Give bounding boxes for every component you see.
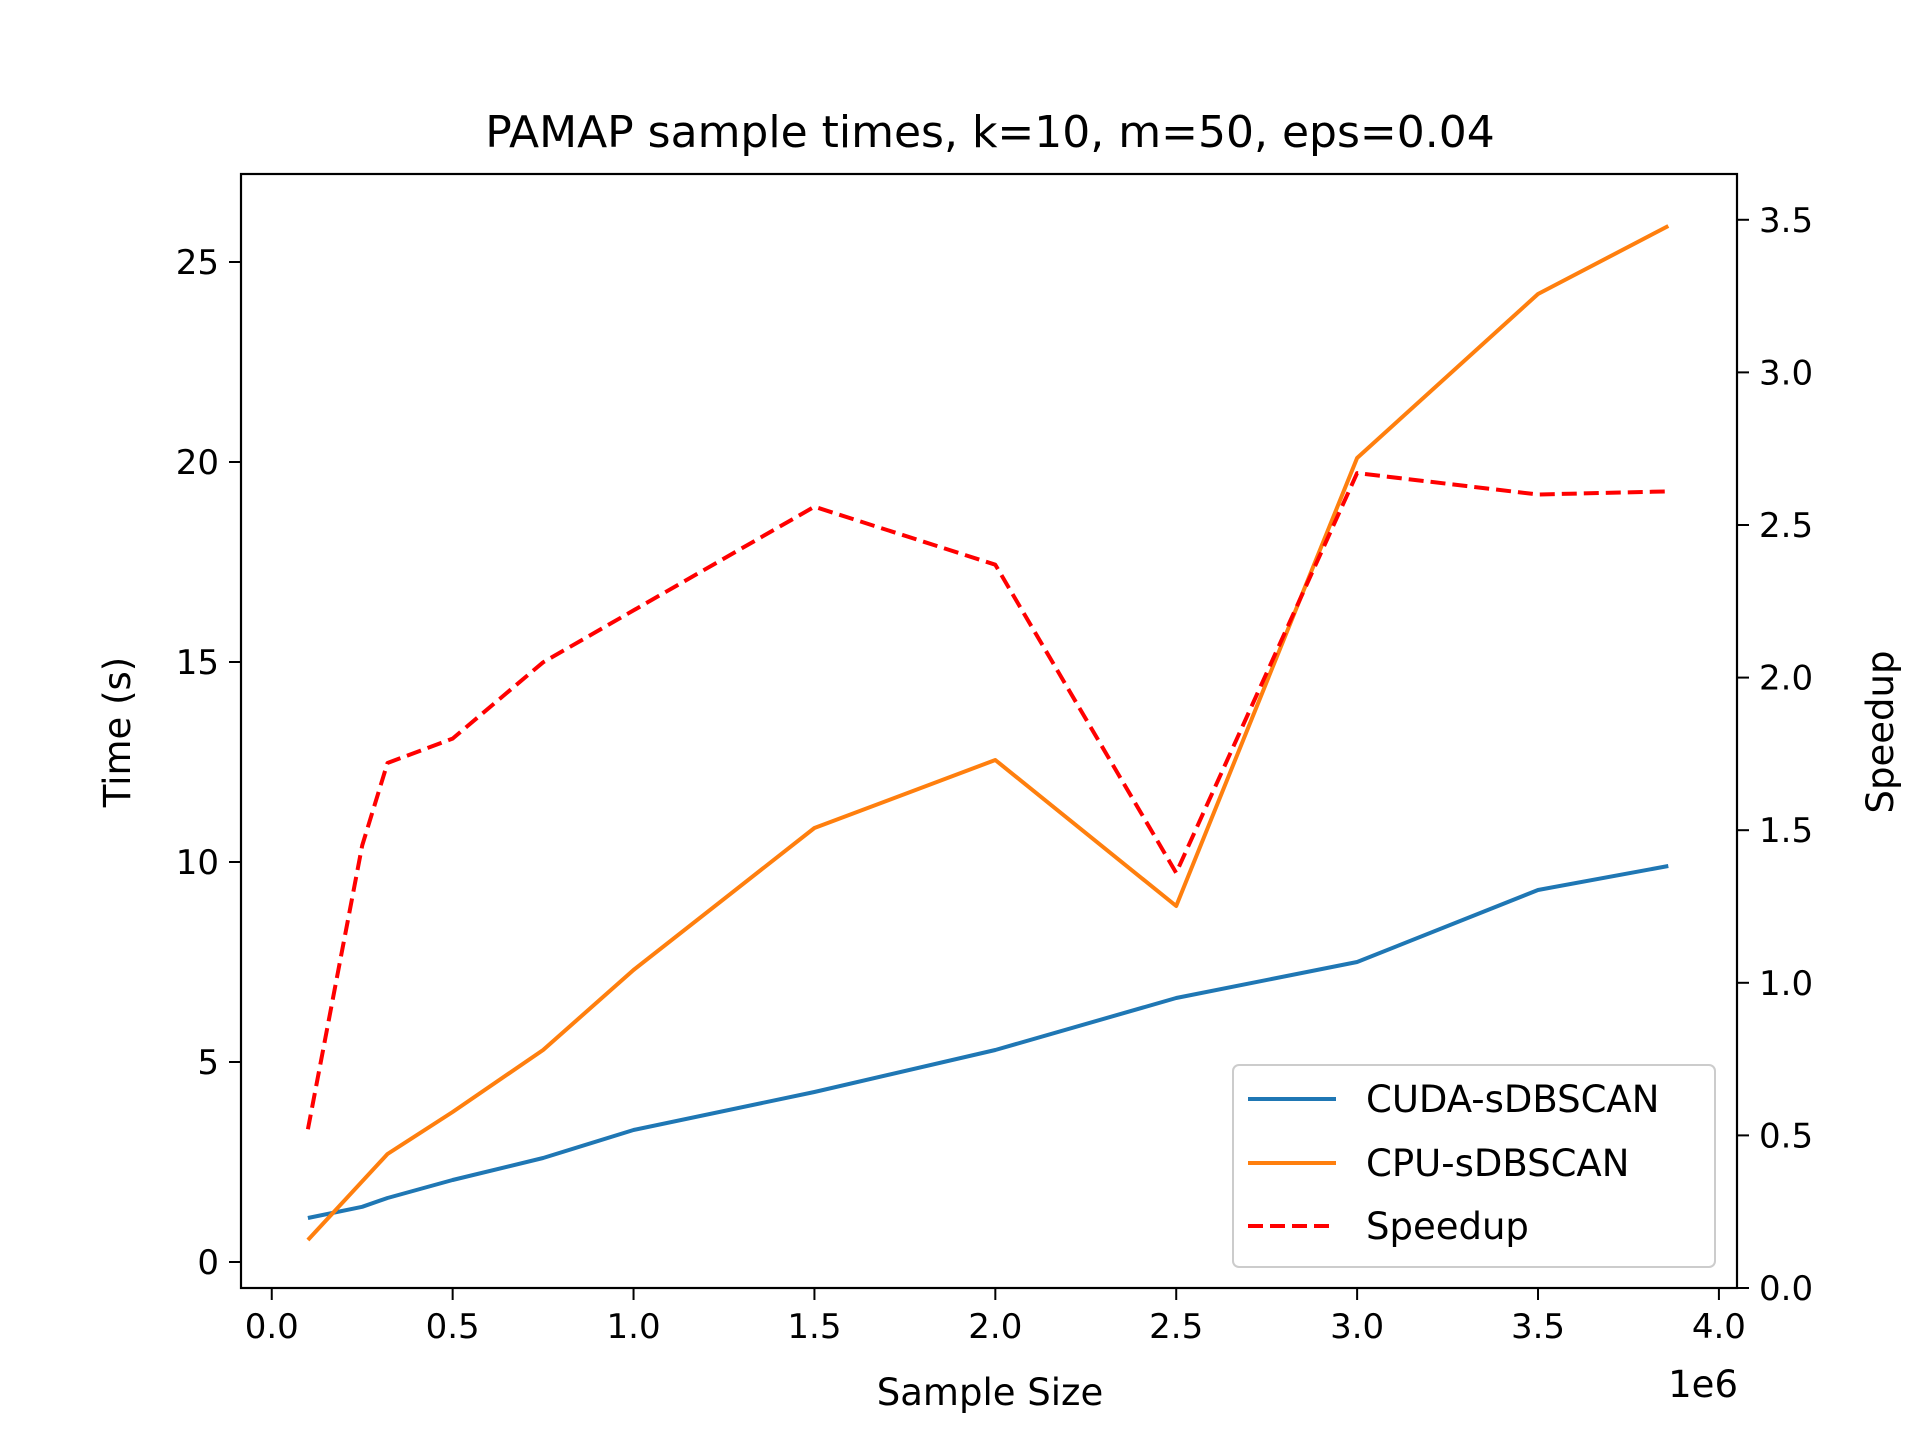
y2-tick-label: 2.0 xyxy=(1759,659,1813,699)
y-tick-label: 0 xyxy=(197,1243,219,1283)
y2-tick-label: 1.5 xyxy=(1759,811,1813,851)
y-axis-label: Time (s) xyxy=(96,657,139,808)
legend-items: CUDA-sDBSCAN CPU-sDBSCAN Speedup xyxy=(1248,1078,1659,1248)
y2-tick-label: 0.0 xyxy=(1759,1269,1813,1309)
x-tick-label: 0.0 xyxy=(245,1307,299,1347)
y2-tick-label: 3.0 xyxy=(1759,353,1813,393)
y2-tick-label: 3.5 xyxy=(1759,201,1813,241)
y-tick-label: 20 xyxy=(176,443,219,483)
legend-box xyxy=(1232,1064,1716,1268)
y2-tick-label: 2.5 xyxy=(1759,506,1813,546)
series-layer xyxy=(305,224,1670,1242)
x-tick-label: 2.0 xyxy=(968,1307,1022,1347)
y2-axis-ticks: 0.0 0.5 1.0 1.5 2.0 2.5 3.0 3.5 xyxy=(1737,201,1813,1309)
axes-frame xyxy=(239,172,1739,1290)
legend-label: CPU-sDBSCAN xyxy=(1366,1142,1629,1185)
x-tick-label: 0.5 xyxy=(426,1307,480,1347)
legend-label: Speedup xyxy=(1366,1205,1529,1248)
x-axis-ticks: 0.0 0.5 1.0 1.5 2.0 2.5 3.0 3.5 4.0 xyxy=(245,1288,1746,1347)
y-tick-label: 15 xyxy=(176,643,219,683)
y-axis-ticks: 0 5 10 15 20 25 xyxy=(176,243,241,1283)
series-line-cpu-sdbscan xyxy=(306,224,1670,1242)
y-tick-label: 5 xyxy=(197,1043,219,1083)
x-tick-label: 3.0 xyxy=(1330,1307,1384,1347)
x-axis-offset-label: 1e6 xyxy=(1668,1363,1738,1406)
x-tick-label: 3.5 xyxy=(1511,1307,1565,1347)
x-axis-label: Sample Size xyxy=(877,1371,1103,1414)
plot-area xyxy=(305,224,1670,1242)
legend-label: CUDA-sDBSCAN xyxy=(1366,1078,1659,1121)
x-tick-label: 4.0 xyxy=(1692,1307,1746,1347)
x-tick-label: 1.0 xyxy=(607,1307,661,1347)
legend: CUDA-sDBSCAN CPU-sDBSCAN Speedup xyxy=(1232,1064,1716,1268)
x-tick-label: 1.5 xyxy=(787,1307,841,1347)
y-tick-label: 10 xyxy=(176,843,219,883)
x-tick-label: 2.5 xyxy=(1149,1307,1203,1347)
y2-tick-label: 1.0 xyxy=(1759,964,1813,1004)
series-line-speedup xyxy=(305,471,1669,1130)
chart-title: PAMAP sample times, k=10, m=50, eps=0.04 xyxy=(485,107,1494,158)
y-tick-label: 25 xyxy=(176,243,219,283)
y2-axis-label: Speedup xyxy=(1859,651,1902,814)
series-line-cuda-sdbscan xyxy=(307,864,1669,1220)
y2-tick-label: 0.5 xyxy=(1759,1116,1813,1156)
